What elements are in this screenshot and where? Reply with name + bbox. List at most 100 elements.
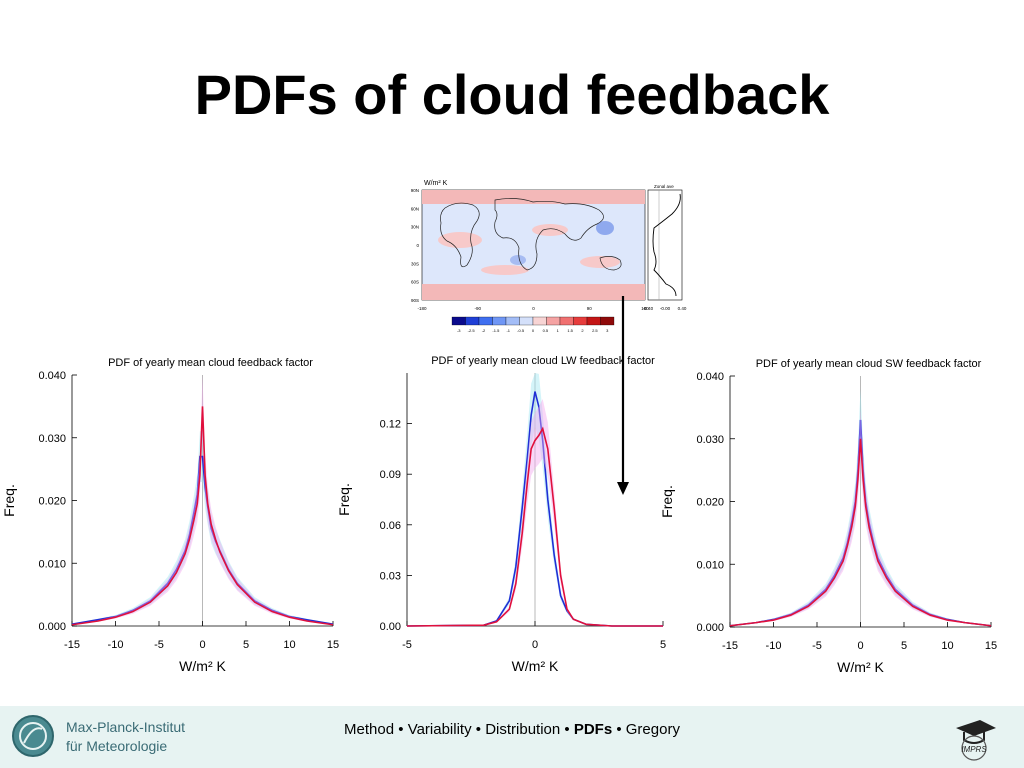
colorbar-swatch [465,316,480,326]
map-colorbar [451,316,615,326]
nav-item-variability[interactable]: Variability [407,721,472,738]
colorbar-swatch [519,316,534,326]
map-cool-patch [596,221,614,235]
zonal-profile-line [652,193,681,297]
nav-item-method[interactable]: Method [344,721,395,738]
x-tick-label: -5 [402,639,412,651]
colorbar-label: -1.5 [492,328,500,333]
x-tick-label: -15 [64,639,80,651]
chart-title: PDF of yearly mean cloud feedback factor [108,357,313,369]
map-coastlines [440,198,622,271]
y-tick-label: 0.020 [38,496,66,508]
y-tick-label: 0.12 [380,419,401,431]
x-tick-label: 5 [660,639,666,651]
x-tick-label: -5 [812,640,822,652]
x-axis-label: W/m² K [512,658,559,674]
cloud-feedback-map: W/m² K 90N 60N 30N 0 30S 60S 90S -180 -90 0 90 180… [411,180,687,333]
x-tick-label: 15 [327,639,339,651]
y-tick-label: 0.030 [38,433,66,445]
y-tick-label: 0.00 [380,621,401,633]
section-navigation: Method • Variability • Distribution • PD… [0,721,1024,738]
nav-separator: • [394,721,408,738]
pdf-plot-lw: PDF of yearly mean cloud LW feedback fac… [338,355,666,674]
nav-separator: • [471,721,486,738]
series-line-red [71,406,334,626]
x-tick-label: 0 [199,639,205,651]
y-tick-label: 0.040 [38,370,66,382]
colorbar-label: 0.5 [543,328,549,333]
mpg-logo-icon [12,715,54,757]
imprs-label: IMPRS [961,745,987,754]
series-line-red [406,426,663,627]
map-lat-tick: 60N [411,206,419,211]
colorbar-label: 2 [581,328,584,333]
x-tick-label: 0 [857,640,863,652]
map-antarctic-band [422,284,645,300]
y-tick-label: 0.020 [696,497,724,509]
x-tick-label: -5 [154,639,164,651]
colorbar-swatch [586,316,601,326]
x-tick-label: -10 [766,640,782,652]
y-tick-label: 0.010 [38,558,66,570]
map-lat-tick: 90N [411,188,419,193]
map-warm-patch [532,224,568,236]
map-lat-tick: 30N [411,225,419,230]
colorbar-swatch [600,316,615,326]
nav-separator: • [612,721,626,738]
colorbar-swatch [451,316,466,326]
x-tick-label: 5 [901,640,907,652]
map-lon-ticks: -180 -90 0 90 180 [417,306,649,311]
map-lon-tick: 180 [641,306,649,311]
colorbar-label: 2.5 [592,328,598,333]
y-tick-label: 0.000 [696,622,724,634]
map-units-label: W/m² K [424,180,448,187]
nav-item-pdfs[interactable]: PDFs [573,721,613,738]
zonal-profile-box [647,189,683,301]
series-spread-band [407,399,663,626]
imprs-logo-icon: IMPRS [956,720,996,761]
nav-item-gregory[interactable]: Gregory [625,721,680,738]
chart-title: PDF of yearly mean cloud LW feedback fac… [431,355,655,367]
map-lon-tick: -90 [474,306,481,311]
y-tick-label: 0.030 [696,434,724,446]
colorbar-swatch [573,316,588,326]
map-lon-tick: 90 [587,306,593,311]
series-line-blue [71,455,334,625]
series-line-blue [729,419,992,627]
x-axis-label: W/m² K [179,658,226,674]
map-lat-tick: 60S [411,280,419,285]
nav-separator: • [560,721,574,738]
map-warm-patch [481,265,529,275]
x-tick-label: 15 [985,640,997,652]
chart-title: PDF of yearly mean cloud SW feedback fac… [756,358,982,370]
institute-line-2: für Meteorologie [66,738,168,754]
map-warm-patch [438,232,482,248]
institute-name: Max-Planck-Institut für Meteorologie [66,718,185,756]
colorbar-label: -1 [506,328,510,333]
y-axis-label: Freq. [338,483,352,516]
x-tick-label: 0 [532,639,538,651]
colorbar-label: 1 [557,328,560,333]
series-line-red [729,438,992,627]
colorbar-swatch [505,316,520,326]
map-lat-tick: 30S [411,261,419,266]
nav-item-distribution[interactable]: Distribution [485,721,561,738]
colorbar-swatch [532,316,547,326]
y-tick-label: 0.010 [696,559,724,571]
zonal-tick: -0.00 [660,306,671,311]
colorbar-swatch [478,316,493,326]
y-tick-label: 0.000 [38,621,66,633]
x-tick-label: 10 [941,640,953,652]
series-spread-band [730,410,991,626]
zonal-ticks: -0.40 -0.00 0.40 [643,306,687,311]
pointer-arrow [617,296,629,495]
x-tick-label: 5 [243,639,249,651]
x-tick-label: -15 [722,640,738,652]
y-tick-label: 0.09 [380,469,401,481]
colorbar-label: -3 [457,328,461,333]
colorbar-label: -0.5 [517,328,525,333]
y-tick-label: 0.040 [696,371,724,383]
map-colorbar-labels: -3 -2.5 -2 -1.5 -1 -0.5 0 0.5 1 1.5 2 2.5 3 [457,328,609,333]
map-lat-tick: 90S [411,298,419,303]
colorbar-swatch [559,316,574,326]
